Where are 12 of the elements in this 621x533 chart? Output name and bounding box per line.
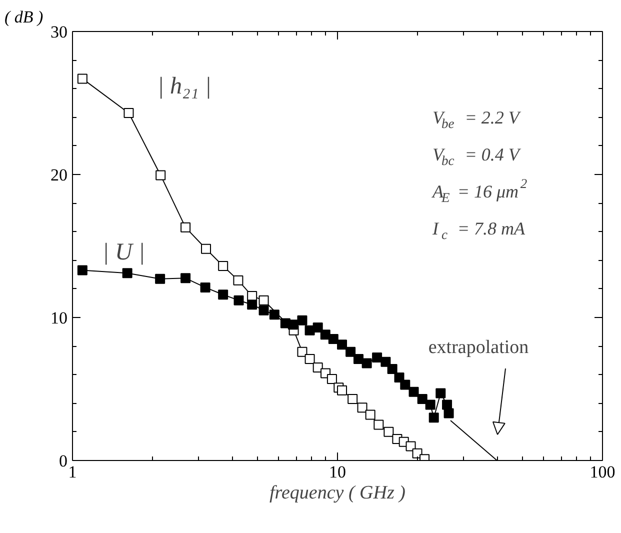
x-tick-label: 10 <box>329 462 346 482</box>
y-axis-title: ( dB ) <box>4 8 44 26</box>
y-tick-label: 10 <box>50 308 68 328</box>
legend-label: | U | <box>102 239 145 266</box>
y-tick-label: 30 <box>50 22 68 42</box>
y-tick-label: 20 <box>50 166 68 184</box>
x-tick-label: 100 <box>590 462 616 482</box>
series-label: | h₂₁ | <box>157 74 212 100</box>
annotation: extrapolation <box>428 337 530 358</box>
x-axis-title: frequency ( GHz ) <box>270 482 406 504</box>
y-tick-label: 0 <box>59 452 68 470</box>
x-tick-label: 1 <box>68 462 77 482</box>
